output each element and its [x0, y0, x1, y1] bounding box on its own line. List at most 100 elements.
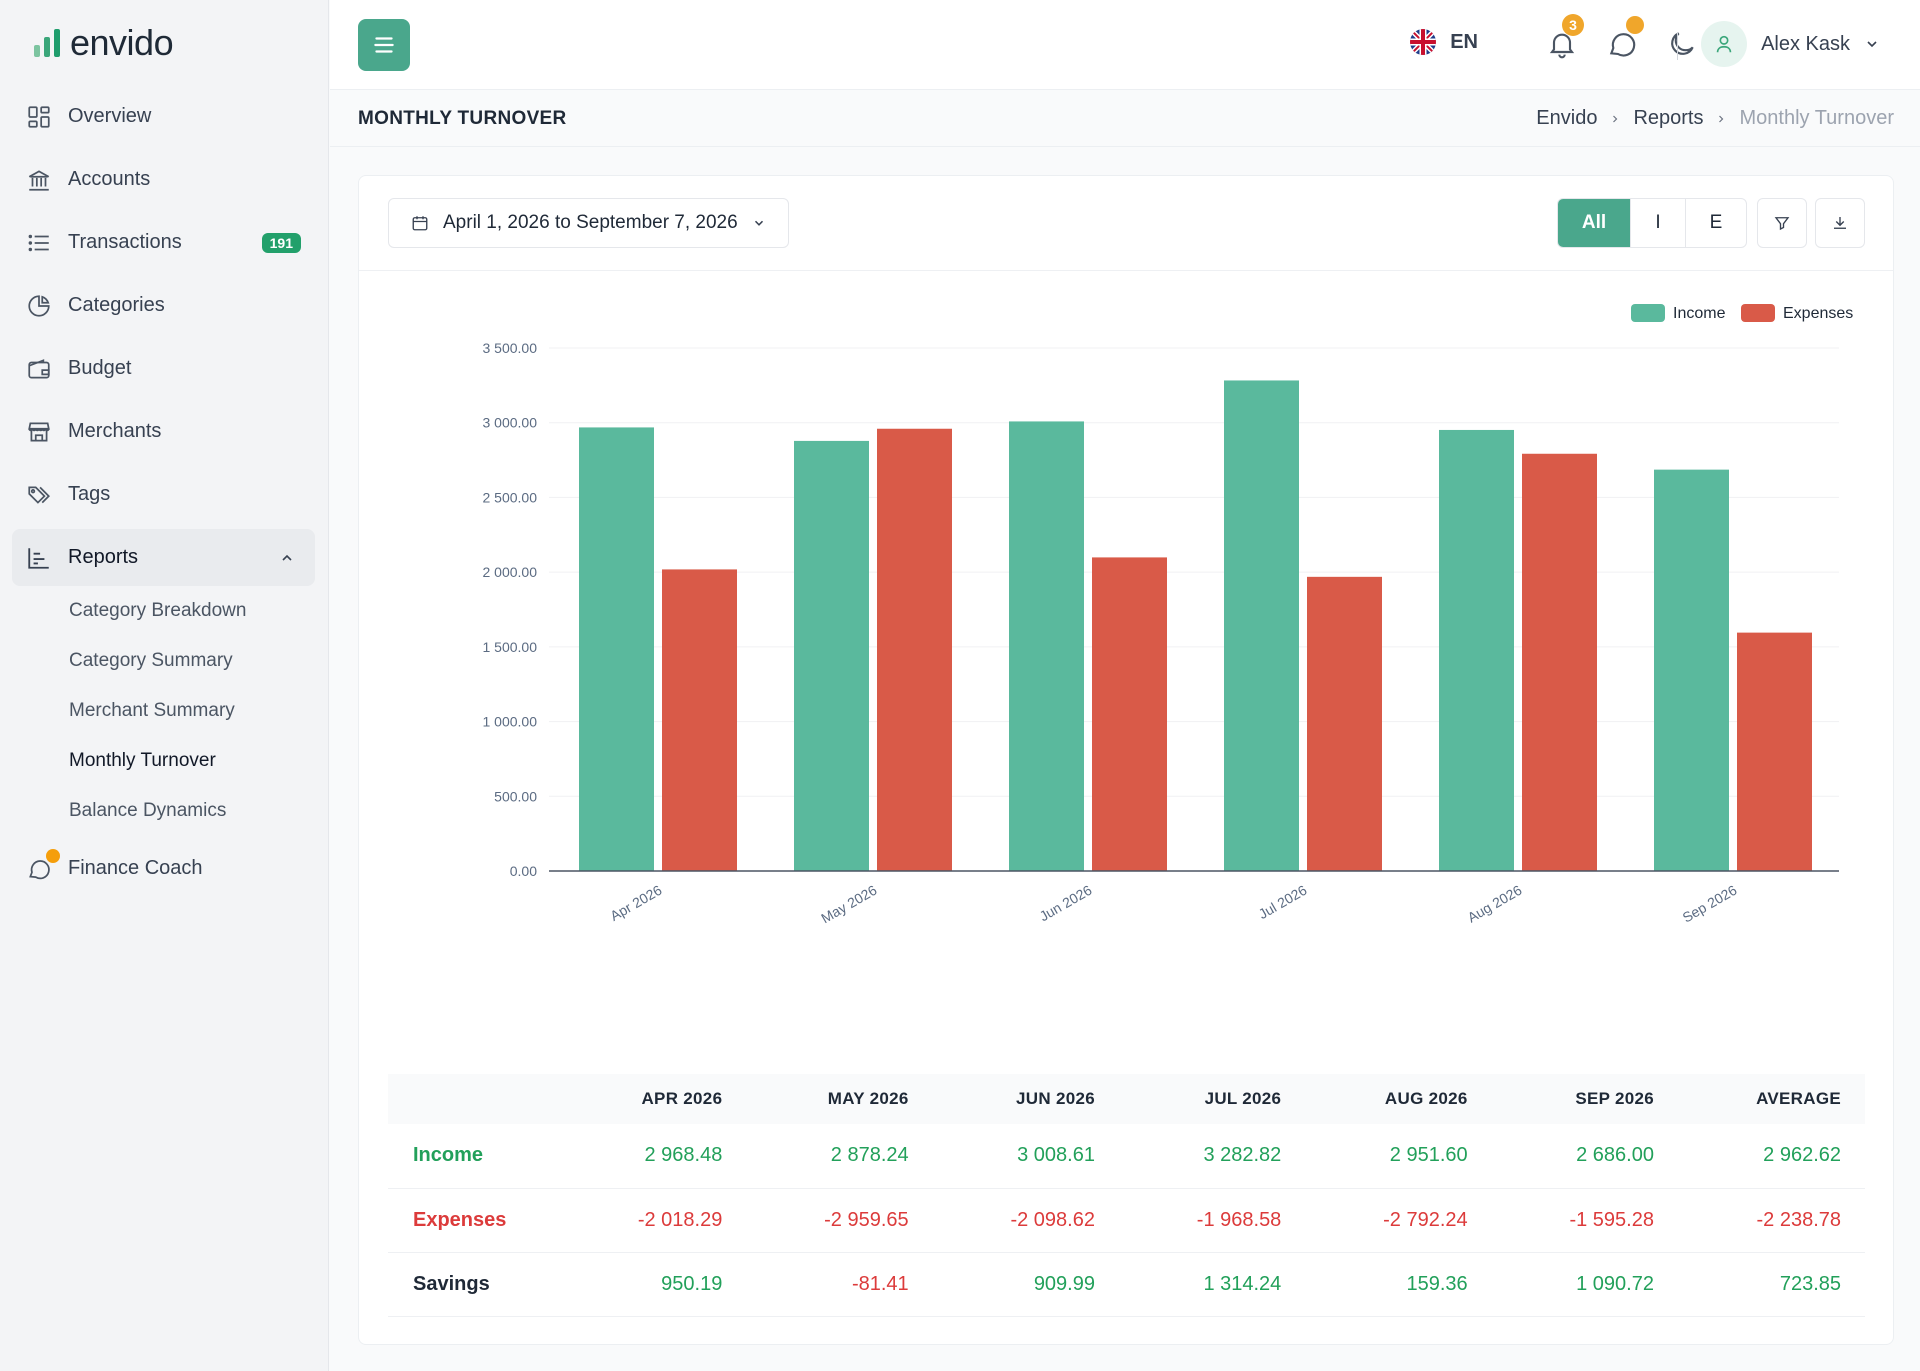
- notifications-button[interactable]: 3: [1546, 14, 1584, 60]
- sidebar-item-label: Tags: [68, 483, 111, 505]
- sidebar-item-overview[interactable]: Overview: [12, 88, 315, 145]
- table-cell: 2 878.24: [746, 1124, 933, 1189]
- x-tick-label: May 2026: [818, 882, 879, 927]
- table-header-cell: SEP 2026: [1491, 1074, 1678, 1124]
- sidebar-item-label: Budget: [68, 357, 132, 379]
- y-tick-label: 2 500.00: [483, 489, 538, 505]
- breadcrumb-reports[interactable]: Reports: [1633, 107, 1704, 129]
- sidebar-item-finance-coach[interactable]: Finance Coach: [12, 840, 315, 897]
- sidebar-item-reports[interactable]: Reports: [12, 529, 315, 586]
- x-tick-label: Apr 2026: [607, 882, 664, 924]
- filter-income-button[interactable]: I: [1630, 199, 1685, 247]
- table-cell: -81.41: [746, 1252, 933, 1317]
- bar-expenses-apr-2026: [662, 569, 737, 871]
- table-cell: -2 792.24: [1305, 1188, 1492, 1253]
- report-card: April 1, 2026 to September 7, 2026 All I…: [358, 175, 1894, 1345]
- filter-all-button[interactable]: All: [1558, 199, 1630, 247]
- submenu-balance-dynamics[interactable]: Balance Dynamics: [69, 800, 227, 821]
- messages-button[interactable]: [1606, 16, 1644, 60]
- user-menu[interactable]: Alex Kask: [1701, 21, 1880, 67]
- y-tick-label: 1 000.00: [483, 714, 538, 730]
- x-tick-label: Aug 2026: [1465, 882, 1525, 926]
- user-icon: [1716, 35, 1732, 53]
- table-cell: 909.99: [932, 1252, 1119, 1317]
- sidebar-item-categories[interactable]: Categories: [12, 277, 315, 334]
- bar-expenses-aug-2026: [1522, 453, 1597, 871]
- table-cell: 2 951.60: [1305, 1124, 1492, 1189]
- sparkle-dot-icon: [46, 849, 60, 863]
- submenu-merchant-summary[interactable]: Merchant Summary: [69, 700, 235, 721]
- monthly-turnover-chart: 0.00 500.00 1 000.00 1 500.00 2 000.00 2 500.…: [359, 286, 1895, 1146]
- y-tick-label: 2 000.00: [483, 564, 538, 580]
- sidebar-item-transactions[interactable]: Transactions 191: [12, 214, 315, 271]
- submenu-category-breakdown[interactable]: Category Breakdown: [69, 600, 247, 621]
- table-cell: 2 686.00: [1491, 1124, 1678, 1189]
- filter-expenses-button[interactable]: E: [1685, 199, 1746, 247]
- table-cell: -2 098.62: [932, 1188, 1119, 1253]
- breadcrumb-envido[interactable]: Envido: [1536, 107, 1598, 129]
- bar-income-sep-2026: [1654, 469, 1729, 871]
- x-tick-label: Sep 2026: [1680, 882, 1740, 926]
- breadcrumb-current: Monthly Turnover: [1739, 107, 1894, 129]
- y-tick-label: 3 500.00: [483, 340, 538, 356]
- report-toolbar: April 1, 2026 to September 7, 2026 All I…: [359, 176, 1893, 271]
- notifications-badge: 3: [1562, 14, 1584, 36]
- chevron-up-icon: [282, 554, 292, 561]
- table-header-cell: AVERAGE: [1677, 1074, 1865, 1124]
- chevron-down-icon: [1867, 41, 1877, 48]
- moon-icon: [1671, 32, 1694, 55]
- bar-chart-icon: [28, 547, 49, 569]
- table-cell: -1 595.28: [1491, 1188, 1678, 1253]
- calendar-icon: [412, 216, 428, 231]
- top-bar: EN 3 Alex Kask: [330, 0, 1920, 90]
- sidebar-item-tags[interactable]: Tags: [12, 466, 315, 523]
- user-name: Alex Kask: [1761, 32, 1850, 55]
- breadcrumb: Envido Reports Monthly Turnover: [1536, 107, 1894, 130]
- bar-expenses-sep-2026: [1737, 632, 1812, 871]
- sidebar-item-label: Transactions: [68, 231, 182, 253]
- logo[interactable]: envido: [34, 22, 174, 64]
- download-icon: [1834, 217, 1846, 229]
- date-range-picker[interactable]: April 1, 2026 to September 7, 2026: [388, 198, 789, 248]
- filter-button[interactable]: [1757, 198, 1807, 248]
- menu-toggle-button[interactable]: [358, 19, 410, 71]
- theme-toggle-button[interactable]: [1666, 28, 1698, 60]
- table-header-cell: APR 2026: [560, 1074, 747, 1124]
- grid-icon: [28, 105, 50, 128]
- bar-expenses-jun-2026: [1092, 557, 1167, 871]
- sidebar-item-budget[interactable]: Budget: [12, 340, 315, 397]
- table-header-row: APR 2026 MAY 2026 JUN 2026 JUL 2026 AUG …: [388, 1074, 1865, 1124]
- bar-income-apr-2026: [579, 427, 654, 871]
- table-cell: 723.85: [1677, 1252, 1865, 1317]
- table-header-blank: [388, 1074, 560, 1124]
- menu-icon: [374, 37, 394, 53]
- logo-text: envido: [70, 22, 174, 63]
- table-header-cell: JUL 2026: [1118, 1074, 1306, 1124]
- table-cell: 950.19: [560, 1252, 747, 1317]
- table-cell: -2 238.78: [1677, 1188, 1865, 1253]
- legend-label-income: Income: [1673, 305, 1726, 322]
- submenu-category-summary[interactable]: Category Summary: [69, 650, 233, 671]
- sidebar-nav: Overview Accounts Transactions 191 Categ…: [12, 88, 315, 903]
- language-selector[interactable]: EN: [1410, 29, 1478, 55]
- date-range-text: April 1, 2026 to September 7, 2026: [443, 212, 738, 233]
- language-code: EN: [1450, 30, 1478, 53]
- y-tick-label: 500.00: [494, 788, 537, 804]
- x-tick-label: Jul 2026: [1256, 882, 1310, 922]
- type-filter-segmented: All I E: [1557, 198, 1747, 248]
- table-cell: 2 962.62: [1677, 1124, 1865, 1189]
- table-cell: 3 008.61: [932, 1124, 1119, 1189]
- download-button[interactable]: [1815, 198, 1865, 248]
- table-body: Income 2 968.48 2 878.24 3 008.61 3 282.82 2 …: [388, 1124, 1865, 1317]
- sidebar-item-label: Categories: [68, 294, 165, 316]
- sidebar-item-accounts[interactable]: Accounts: [12, 151, 315, 208]
- header-divider: [1677, 32, 1678, 60]
- table-header-cell: JUN 2026: [932, 1074, 1119, 1124]
- store-icon: [28, 421, 50, 442]
- row-label: Income: [388, 1124, 560, 1189]
- filter-icon: [1774, 217, 1790, 231]
- sidebar-item-merchants[interactable]: Merchants: [12, 403, 315, 460]
- submenu-monthly-turnover[interactable]: Monthly Turnover: [69, 750, 216, 771]
- turnover-table: APR 2026 MAY 2026 JUN 2026 JUL 2026 AUG …: [388, 1074, 1865, 1317]
- y-tick-label: 1 500.00: [483, 639, 538, 655]
